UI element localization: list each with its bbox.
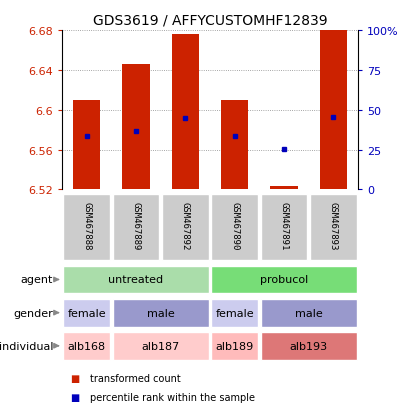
Text: GSM467890: GSM467890 bbox=[229, 202, 238, 250]
Bar bbox=[63, 332, 110, 360]
Bar bbox=[260, 299, 356, 327]
Bar bbox=[171, 35, 198, 190]
Bar bbox=[220, 100, 247, 190]
Text: untreated: untreated bbox=[108, 275, 163, 285]
Bar bbox=[309, 194, 356, 260]
Text: probucol: probucol bbox=[259, 275, 308, 285]
Text: female: female bbox=[215, 308, 253, 318]
Text: GSM467889: GSM467889 bbox=[131, 202, 140, 250]
Text: female: female bbox=[67, 308, 106, 318]
Text: percentile rank within the sample: percentile rank within the sample bbox=[90, 392, 254, 403]
Text: GSM467893: GSM467893 bbox=[328, 202, 337, 250]
Text: alb187: alb187 bbox=[141, 341, 180, 351]
Bar bbox=[63, 266, 208, 294]
Title: GDS3619 / AFFYCUSTOMHF12839: GDS3619 / AFFYCUSTOMHF12839 bbox=[92, 13, 326, 27]
Text: alb168: alb168 bbox=[67, 341, 106, 351]
Text: ■: ■ bbox=[70, 373, 79, 383]
Text: alb189: alb189 bbox=[215, 341, 253, 351]
Text: GSM467891: GSM467891 bbox=[279, 202, 288, 250]
Bar bbox=[63, 194, 110, 260]
Text: transformed count: transformed count bbox=[90, 373, 180, 383]
Text: gender: gender bbox=[13, 308, 53, 318]
Bar bbox=[112, 194, 159, 260]
Bar bbox=[211, 299, 257, 327]
Text: male: male bbox=[294, 308, 322, 318]
Text: GSM467892: GSM467892 bbox=[180, 202, 189, 250]
Text: GSM467888: GSM467888 bbox=[82, 202, 91, 250]
Bar bbox=[112, 332, 208, 360]
Bar bbox=[112, 299, 208, 327]
Bar bbox=[73, 100, 100, 190]
Bar bbox=[260, 332, 356, 360]
Bar bbox=[122, 65, 149, 190]
Text: alb193: alb193 bbox=[289, 341, 327, 351]
Bar bbox=[211, 332, 257, 360]
Bar bbox=[63, 299, 110, 327]
Bar bbox=[260, 194, 306, 260]
Text: individual: individual bbox=[0, 341, 53, 351]
Bar bbox=[211, 194, 257, 260]
Text: male: male bbox=[146, 308, 174, 318]
Bar bbox=[319, 31, 346, 190]
Text: agent: agent bbox=[21, 275, 53, 285]
Bar bbox=[162, 194, 208, 260]
Bar bbox=[211, 266, 356, 294]
Text: ■: ■ bbox=[70, 392, 79, 403]
Bar bbox=[270, 187, 297, 190]
